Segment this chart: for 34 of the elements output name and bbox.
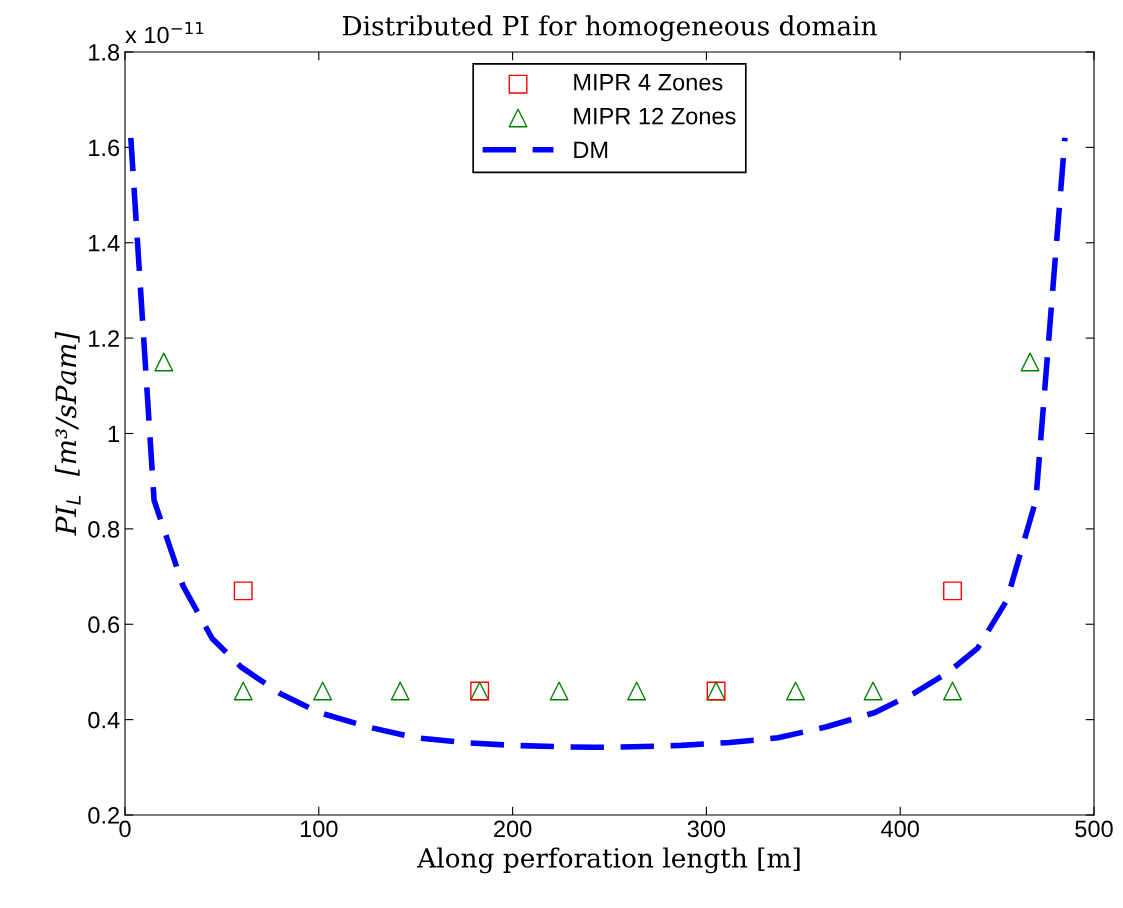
point [233,581,253,601]
legend-label: DM [574,141,608,158]
y-tick-label: 0.8 [88,520,120,538]
point [943,581,963,601]
point [943,681,963,701]
text: x 10$^{−11}$ [125,22,204,44]
point [233,681,253,701]
x-axis-title: Along perforation length [m] [417,847,800,874]
y-tick-label: 1.4 [89,235,120,252]
x-tick-label: 300 [687,820,726,838]
legend-label: MIPR 4 Zones [574,74,723,91]
legend-label: MIPR 12 Zones [574,107,736,125]
point [154,352,174,372]
y-tick-label: 1 [108,425,119,443]
y-axis-title: PI$_{L}$ [m³/sPam] [54,331,81,536]
point [549,681,569,701]
point [627,681,647,701]
point [863,681,883,701]
y-tick-label: 0.4 [88,711,120,729]
point [1020,352,1040,372]
x-tick-label: 0 [119,820,131,838]
y-tick-label: 1.6 [89,139,120,157]
y-tick-label: 1.8 [89,44,120,61]
point [786,681,806,701]
chart-title: Distributed PI for homogeneous domain [342,15,877,42]
x-tick-label: 400 [881,820,919,838]
x-tick-label: 200 [494,820,532,838]
y-tick-label: 0.2 [88,807,119,824]
y-tick-label: 1.2 [89,330,119,347]
point [313,681,333,701]
x-tick-label: 500 [1075,820,1113,838]
point [390,681,410,701]
x-tick-label: 100 [300,820,338,838]
y-tick-label: 0.6 [88,616,120,634]
